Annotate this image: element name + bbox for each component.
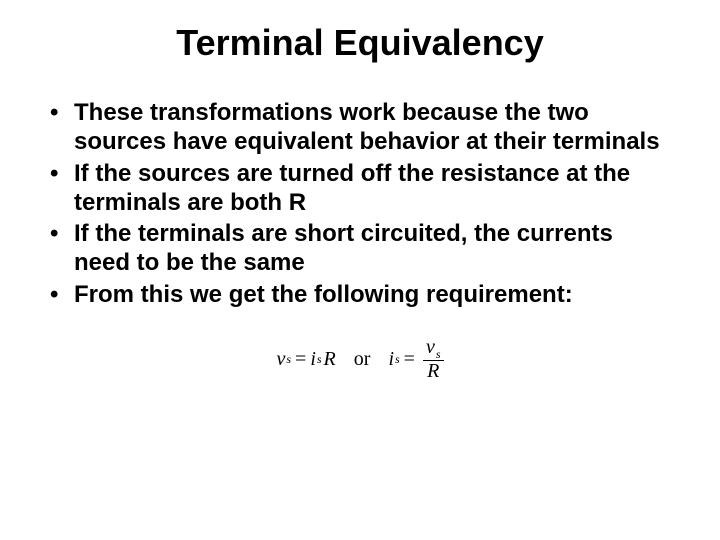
fraction-numerator: vs [423, 337, 444, 361]
eq-sub: s [317, 352, 322, 367]
eq-sub: s [436, 347, 441, 361]
bullet-item: From this we get the following requireme… [46, 280, 674, 309]
equation-left: vs = isR [276, 348, 335, 371]
eq-var: i [388, 348, 394, 371]
fraction-denominator: R [424, 361, 442, 382]
bullet-list: These transformations work because the t… [46, 98, 674, 309]
slide-title: Terminal Equivalency [0, 22, 720, 64]
eq-var: i [310, 348, 316, 371]
eq-var: v [426, 336, 435, 358]
bullet-item: If the sources are turned off the resist… [46, 159, 674, 218]
bullet-item: If the terminals are short circuited, th… [46, 219, 674, 278]
equation-block: vs = isR or is = vs R [0, 337, 720, 383]
bullet-item: These transformations work because the t… [46, 98, 674, 157]
eq-sub: s [395, 352, 400, 367]
eq-equals: = [295, 348, 306, 371]
equation-or-text: or [354, 348, 371, 371]
equation-right: is = vs R [388, 337, 443, 383]
equation-fraction: vs R [423, 337, 444, 383]
eq-var: R [324, 348, 336, 371]
eq-equals: = [404, 348, 415, 371]
eq-sub: s [286, 352, 291, 367]
eq-var: v [276, 348, 285, 371]
